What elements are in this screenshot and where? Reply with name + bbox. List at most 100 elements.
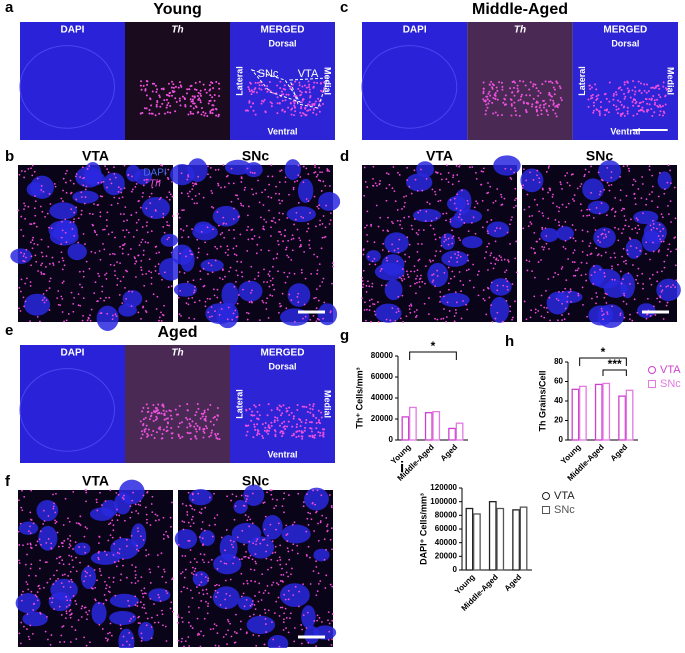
grain xyxy=(266,585,269,587)
grain xyxy=(296,409,299,412)
grain xyxy=(209,596,212,598)
grain xyxy=(45,616,48,618)
grain xyxy=(403,278,406,280)
grain xyxy=(145,592,147,595)
grain xyxy=(564,247,567,250)
grain xyxy=(281,430,284,433)
grain xyxy=(278,615,281,617)
grain xyxy=(128,620,131,622)
grain xyxy=(535,101,538,104)
grain xyxy=(636,255,639,258)
grain xyxy=(506,285,509,288)
grain xyxy=(553,93,556,96)
grain xyxy=(264,618,267,620)
grain xyxy=(144,506,147,509)
grain xyxy=(198,426,201,429)
grain xyxy=(61,626,64,628)
grain xyxy=(291,523,294,526)
grain xyxy=(193,291,195,294)
grain xyxy=(216,296,219,299)
grain xyxy=(222,223,225,225)
grain xyxy=(281,212,284,215)
grain xyxy=(248,88,251,91)
grain xyxy=(207,561,210,564)
grain xyxy=(214,310,216,313)
grain xyxy=(397,171,399,174)
grain xyxy=(462,300,464,302)
grain xyxy=(107,632,109,635)
grain xyxy=(523,208,526,211)
grain xyxy=(219,301,222,304)
grain xyxy=(512,86,515,89)
grain xyxy=(395,311,398,314)
grain xyxy=(149,524,152,526)
grain xyxy=(260,102,263,105)
grain xyxy=(20,599,23,602)
grain xyxy=(225,593,228,595)
grain xyxy=(498,254,501,257)
grain xyxy=(191,597,194,599)
grain xyxy=(209,298,211,300)
grain xyxy=(537,94,540,97)
grain xyxy=(47,515,50,517)
bar xyxy=(618,395,626,441)
grain xyxy=(233,518,236,521)
channel-label: DAPI xyxy=(61,25,85,36)
grain xyxy=(53,502,55,505)
grain xyxy=(265,557,268,560)
grain xyxy=(226,174,229,177)
grain xyxy=(292,415,295,418)
legend-label: VTA xyxy=(660,364,681,376)
grain xyxy=(207,580,209,582)
grain xyxy=(97,272,100,275)
grain xyxy=(538,181,541,184)
grain xyxy=(144,89,147,92)
channel-label: Th xyxy=(171,25,183,36)
grain xyxy=(604,113,607,116)
grain xyxy=(187,636,190,638)
grain xyxy=(459,209,462,212)
grain xyxy=(26,543,29,545)
y-tick-label: 120000 xyxy=(430,483,457,492)
grain xyxy=(88,165,91,167)
grain xyxy=(307,173,310,176)
grain xyxy=(555,298,558,300)
grain xyxy=(447,282,450,285)
grain xyxy=(250,300,253,303)
grain xyxy=(188,317,191,319)
grain xyxy=(331,262,334,265)
grain xyxy=(137,550,140,552)
grain xyxy=(447,237,450,240)
grain xyxy=(366,240,369,243)
grain xyxy=(20,170,23,172)
grain xyxy=(251,172,254,174)
grain xyxy=(264,623,267,625)
grain xyxy=(246,229,248,232)
grain xyxy=(30,167,32,170)
grain xyxy=(552,103,555,106)
grain xyxy=(79,524,82,526)
grain xyxy=(591,297,593,300)
grain xyxy=(648,98,651,101)
grain xyxy=(486,245,489,248)
grain xyxy=(558,291,560,293)
grain xyxy=(24,170,26,173)
grain xyxy=(270,558,273,561)
grain xyxy=(109,631,111,634)
channel-label: MERGED xyxy=(261,348,305,359)
grain xyxy=(184,555,187,557)
grain xyxy=(34,254,37,257)
grain xyxy=(516,84,519,87)
grain xyxy=(203,114,206,117)
grain xyxy=(487,209,489,211)
grain xyxy=(623,105,626,108)
micrograph xyxy=(125,22,230,140)
grain xyxy=(122,220,125,223)
grain xyxy=(97,203,100,206)
grain xyxy=(320,411,323,414)
grain xyxy=(385,257,388,259)
grain xyxy=(248,525,251,528)
grain xyxy=(274,435,277,438)
grain xyxy=(312,111,315,114)
grain xyxy=(219,233,222,236)
